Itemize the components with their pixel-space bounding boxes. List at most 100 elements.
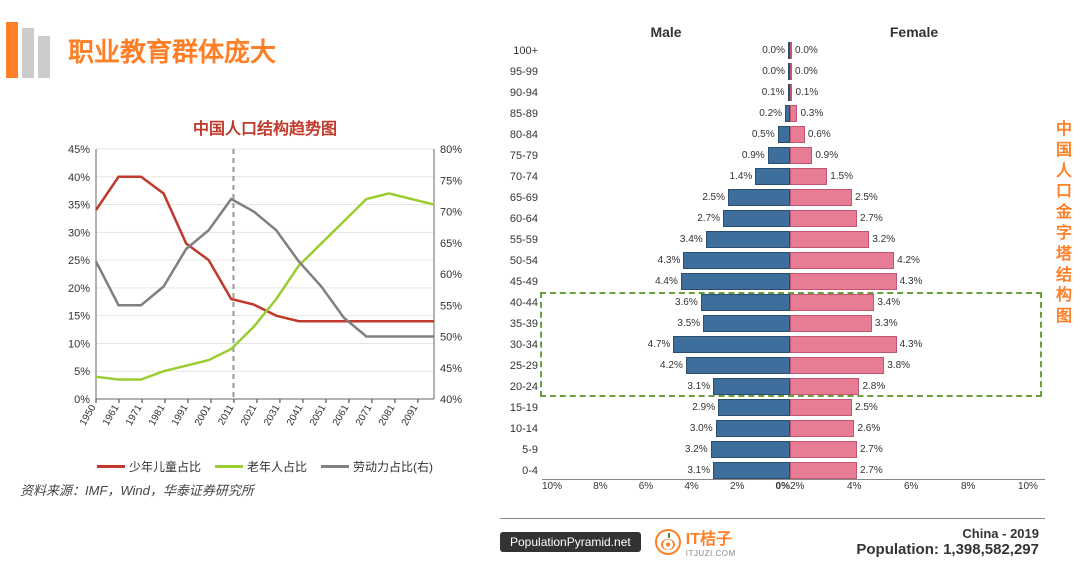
male-half: 3.2% <box>542 439 790 460</box>
svg-text:2021: 2021 <box>239 403 260 428</box>
female-value: 0.1% <box>792 87 821 98</box>
age-row: 45-49 4.4% 4.3% <box>500 271 1045 292</box>
female-value: 4.3% <box>897 276 926 287</box>
female-half: 0.1% <box>790 82 1038 103</box>
age-row: 55-593.4%3.2% <box>500 229 1045 250</box>
female-bar <box>790 336 897 354</box>
female-bar <box>790 231 869 249</box>
footer: PopulationPyramid.net IT桔子 ITJUZI.COM Ch… <box>500 518 1045 560</box>
age-label: 0-4 <box>500 465 542 477</box>
male-value: 2.5% <box>699 192 728 203</box>
male-half: 2.9% <box>542 397 790 418</box>
svg-text:35%: 35% <box>68 200 90 212</box>
male-bar <box>718 399 790 417</box>
male-value: 4.4% <box>652 276 681 287</box>
svg-text:20%: 20% <box>68 283 90 295</box>
male-value: 0.9% <box>739 150 768 161</box>
age-label: 20-24 <box>500 381 542 393</box>
female-half: 0.9% <box>790 145 1038 166</box>
male-value: 3.1% <box>684 381 713 392</box>
accent-bar <box>6 22 18 78</box>
male-half: 0.0% <box>542 40 790 61</box>
age-label: 45-49 <box>500 276 542 288</box>
male-half: 4.2% <box>542 355 790 376</box>
age-row: 90-940.1%0.1% <box>500 82 1045 103</box>
female-value: 0.3% <box>797 108 826 119</box>
male-half: 3.1% <box>542 460 790 481</box>
male-value: 4.2% <box>657 360 686 371</box>
pyramid-headers: Male Female <box>500 24 1038 40</box>
pyramid-axis: 10%8%6%4%2%0%2%4%6%8%10% <box>542 481 1045 503</box>
svg-text:40%: 40% <box>440 394 462 406</box>
legend-swatch <box>215 465 243 468</box>
legend-item: 少年儿童占比 <box>97 458 201 475</box>
age-label: 15-19 <box>500 402 542 414</box>
svg-text:2001: 2001 <box>193 403 214 428</box>
orange-icon <box>655 529 681 555</box>
legend-swatch <box>97 465 125 468</box>
accent-bars <box>6 22 50 78</box>
female-bar <box>790 315 872 333</box>
male-bar <box>703 315 790 333</box>
female-value: 4.3% <box>897 339 926 350</box>
svg-text:55%: 55% <box>440 300 462 312</box>
age-label: 30-34 <box>500 339 542 351</box>
female-bar <box>790 378 859 396</box>
male-half: 4.3% <box>542 250 790 271</box>
source-text: 资料来源：IMF，Wind，华泰证券研究所 <box>20 480 254 499</box>
age-label: 100+ <box>500 45 542 57</box>
age-row: 40-443.6%3.4% <box>500 292 1045 313</box>
female-half: 4.3% <box>790 334 1038 355</box>
age-label: 65-69 <box>500 192 542 204</box>
male-half: 3.1% <box>542 376 790 397</box>
age-label: 40-44 <box>500 297 542 309</box>
age-row: 0-43.1%2.7% <box>500 460 1045 481</box>
svg-text:2051: 2051 <box>308 403 329 428</box>
female-bar <box>790 462 857 480</box>
male-half: 2.5% <box>542 187 790 208</box>
svg-text:1991: 1991 <box>170 403 191 428</box>
age-label: 5-9 <box>500 444 542 456</box>
accent-bar <box>22 28 34 78</box>
male-value: 3.2% <box>682 444 711 455</box>
female-bar <box>790 147 812 165</box>
age-label: 25-29 <box>500 360 542 372</box>
svg-text:75%: 75% <box>440 175 462 187</box>
age-row: 100+0.0%0.0% <box>500 40 1045 61</box>
left-chart-title: 中国人口结构趋势图 <box>50 115 480 139</box>
svg-text:2061: 2061 <box>331 403 352 428</box>
female-half: 3.4% <box>790 292 1038 313</box>
female-bar <box>790 357 884 375</box>
age-row: 20-243.1%2.8% <box>500 376 1045 397</box>
page-title: 职业教育群体庞大 <box>68 32 276 69</box>
svg-text:1981: 1981 <box>147 403 168 428</box>
male-value: 2.9% <box>689 402 718 413</box>
female-half: 4.2% <box>790 250 1038 271</box>
female-half: 0.0% <box>790 40 1038 61</box>
female-value: 2.5% <box>852 402 881 413</box>
svg-text:15%: 15% <box>68 311 90 323</box>
female-bar <box>790 294 874 312</box>
svg-text:30%: 30% <box>68 227 90 239</box>
legend-label: 老年人占比 <box>247 458 307 475</box>
male-header: Male <box>542 24 790 40</box>
male-half: 0.0% <box>542 61 790 82</box>
female-bar <box>790 126 805 144</box>
legend-item: 劳动力占比(右) <box>321 458 433 475</box>
age-row: 15-19 2.9% 2.5% <box>500 397 1045 418</box>
age-label: 35-39 <box>500 318 542 330</box>
male-bar <box>711 441 790 459</box>
source-badge: PopulationPyramid.net <box>500 532 641 552</box>
male-value: 0.2% <box>756 108 785 119</box>
male-half: 3.4% <box>542 229 790 250</box>
male-bar <box>713 378 790 396</box>
svg-text:1971: 1971 <box>124 403 145 428</box>
male-bar <box>673 336 790 354</box>
male-value: 1.4% <box>726 171 755 182</box>
svg-text:40%: 40% <box>68 172 90 184</box>
female-value: 0.0% <box>792 45 821 56</box>
female-half: 2.5% <box>790 187 1038 208</box>
female-bar <box>790 210 857 228</box>
male-bar <box>686 357 790 375</box>
pyramid-body: 100+0.0%0.0%95-990.0%0.0%90-940.1%0.1%85… <box>500 40 1045 481</box>
